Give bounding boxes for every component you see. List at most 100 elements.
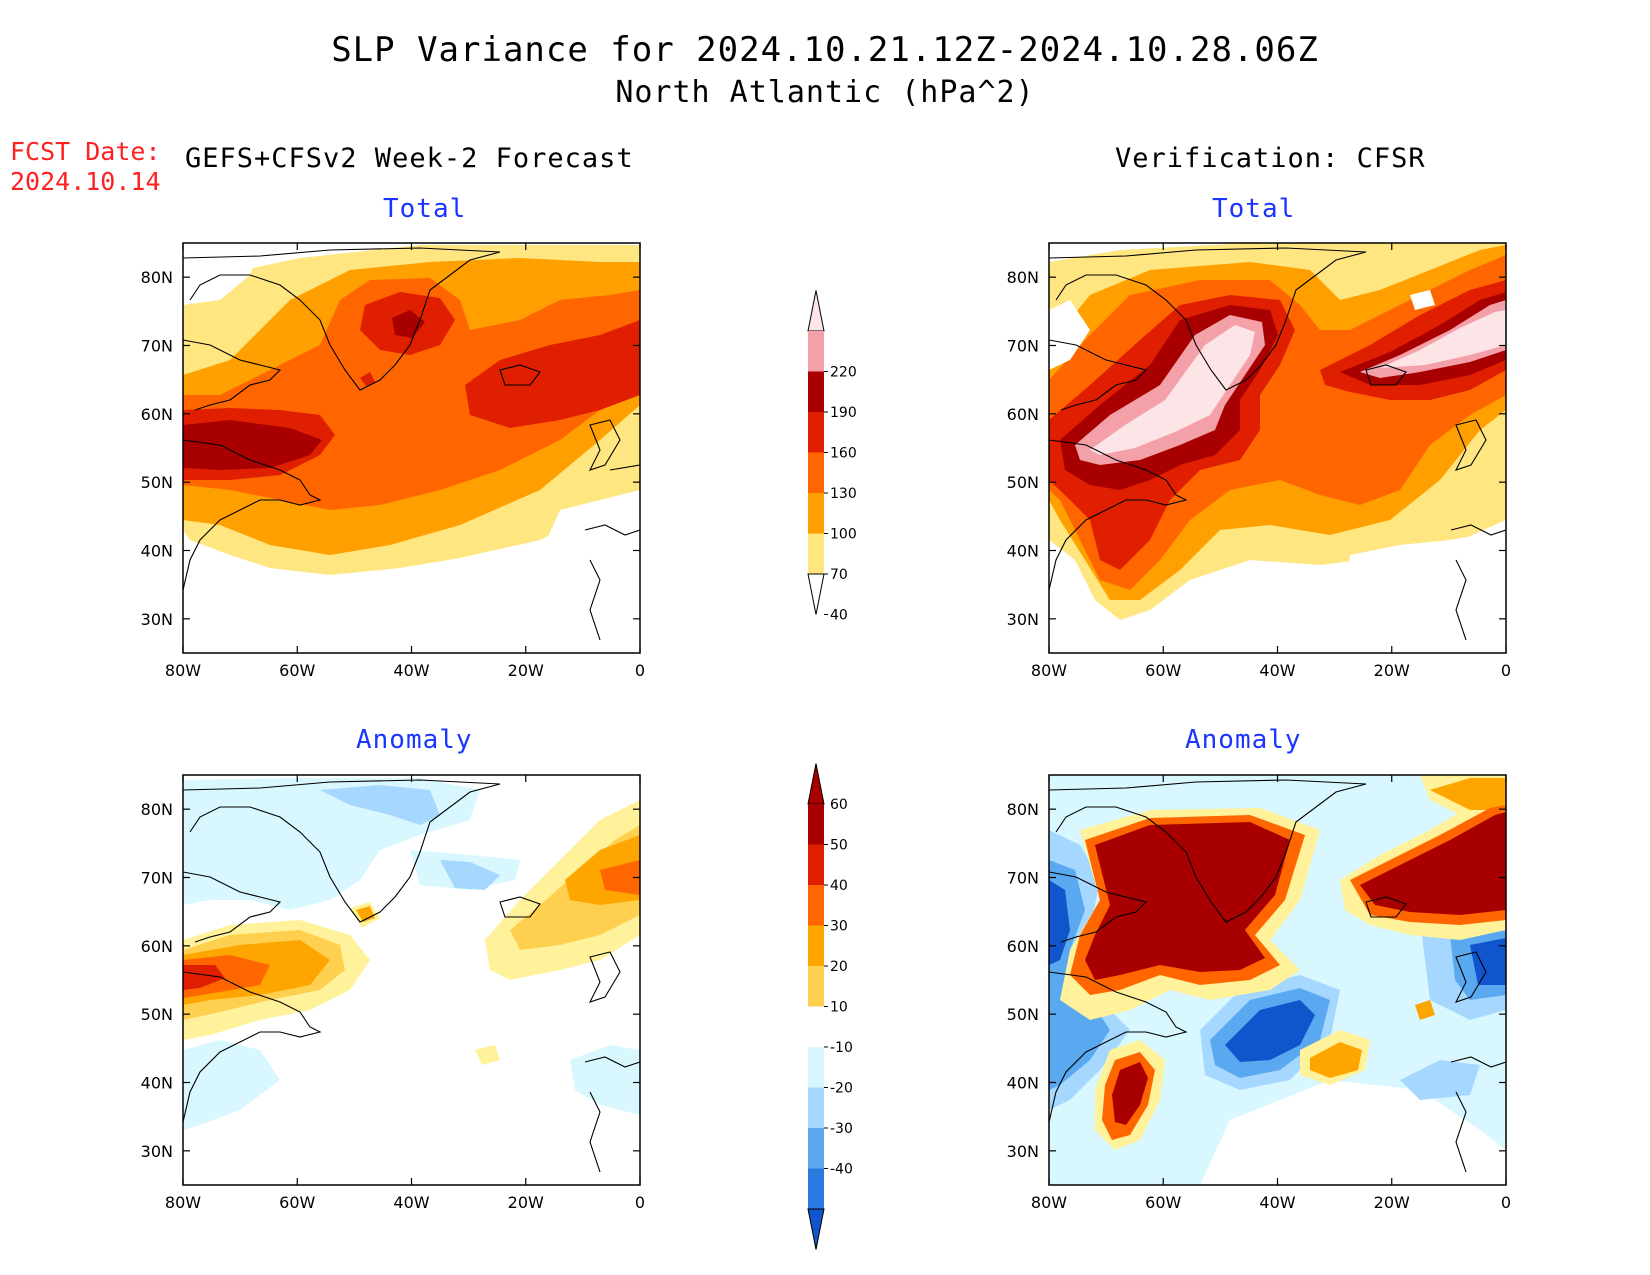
lon-tick-label: 40W	[1259, 661, 1295, 680]
main-subtitle: North Atlantic (hPa^2)	[615, 75, 1035, 110]
colorbar-swatch	[808, 844, 824, 885]
lon-tick-label: 0	[1501, 1193, 1511, 1212]
colorbar-anomaly: 50 40 30 20 10 -10 -20 -30 -40 60	[807, 763, 853, 1250]
colorbar-swatch	[808, 331, 824, 372]
lat-tick-label: 40N	[1007, 542, 1039, 561]
contour-vanom-pos60a	[1085, 822, 1290, 980]
map-axes: 80W 60W 40W 20W 0 80N 70N 60N 50N 40N 30N 80W 60W 40W…	[141, 242, 1511, 1212]
lon-tick-label: 40W	[393, 1193, 429, 1212]
colorbar-label: 20	[830, 959, 848, 975]
lat-tick-label: 40N	[1007, 1074, 1039, 1093]
main-title: SLP Variance for 2024.10.21.12Z-2024.10.…	[331, 30, 1319, 70]
colorbar-swatch	[808, 925, 824, 966]
colorbar-label: 220	[830, 365, 857, 381]
lon-tick-label: 40W	[1259, 1193, 1295, 1212]
contour-anom-neg10c	[570, 1045, 640, 1115]
contour-vanom-neg40c	[1470, 938, 1506, 985]
lon-tick-label: 20W	[1374, 1193, 1410, 1212]
panel-title-verification-total: Total	[1212, 194, 1296, 224]
lon-tick-label: 0	[1501, 661, 1511, 680]
lon-tick-label: 80W	[1031, 1193, 1067, 1212]
panel-title-verification-anomaly: Anomaly	[1185, 725, 1302, 755]
lon-tick-label: 80W	[165, 1193, 201, 1212]
lat-tick-label: 80N	[141, 268, 173, 287]
colorbar-label: 130	[830, 486, 857, 502]
colorbar-label: -30	[830, 1121, 853, 1137]
contour-vtotal-0a	[1049, 300, 1090, 370]
lon-tick-label: 20W	[1374, 661, 1410, 680]
verification-column-heading: Verification: CFSR	[1115, 143, 1426, 174]
contour-total-130d	[360, 372, 375, 386]
fcst-date-value: 2024.10.14	[10, 167, 161, 196]
colorbar-total: 220 190 160 130 100 70 40	[807, 290, 857, 624]
contour-vanom-neg40b	[1049, 880, 1070, 965]
panel-title-forecast-anomaly: Anomaly	[356, 725, 473, 755]
lon-tick-label: 20W	[508, 661, 544, 680]
colorbar-swatch	[808, 412, 824, 453]
colorbar-swatch	[808, 1006, 824, 1047]
colorbar-label: 40	[830, 878, 848, 894]
lon-tick-label: 0	[635, 661, 645, 680]
colorbar-swatch	[808, 452, 824, 493]
colorbar-label: -40	[830, 1162, 853, 1178]
colorbar-label: 190	[830, 405, 857, 421]
contour-anom-pos40b	[600, 860, 640, 895]
contour-vanom-pos60c	[1112, 1062, 1148, 1125]
lat-tick-label: 30N	[141, 610, 173, 629]
colorbar-label: 10	[830, 1000, 848, 1016]
lat-tick-label: 40N	[141, 542, 173, 561]
lon-tick-label: 80W	[165, 661, 201, 680]
coastline-bl	[183, 779, 640, 1173]
colorbar-swatch	[808, 1087, 824, 1128]
lat-tick-label: 30N	[1007, 1142, 1039, 1161]
colorbar-bottom-arrow	[807, 1208, 825, 1250]
contour-anom-neg20	[320, 785, 440, 825]
lat-tick-label: 60N	[141, 937, 173, 956]
contour-total-0a	[183, 250, 260, 305]
colorbar-bottom-arrow	[807, 573, 825, 615]
contour-total-160b	[392, 310, 425, 338]
contour-vtotal-220	[1090, 325, 1255, 455]
lat-tick-label: 60N	[1007, 405, 1039, 424]
colorbar-swatch	[808, 966, 824, 1007]
colorbar-swatch	[808, 1168, 824, 1209]
contour-vanom-neg20d	[1400, 1060, 1480, 1100]
fcst-date-label: FCST Date:	[10, 137, 161, 166]
lon-tick-label: 60W	[279, 1193, 315, 1212]
colorbar-label: 40	[830, 608, 848, 624]
colorbar-label: 70	[830, 567, 848, 583]
lat-tick-label: 50N	[141, 1005, 173, 1024]
coastlines	[183, 247, 1506, 1173]
contour-vanom-pos20	[1310, 1042, 1362, 1078]
lat-tick-label: 60N	[141, 405, 173, 424]
coastline-tr	[1049, 247, 1506, 641]
coastline-br	[1049, 779, 1506, 1173]
colorbar-swatch	[808, 804, 824, 845]
contour-anom-pos50	[183, 965, 225, 990]
colorbar-label: 50	[830, 838, 848, 854]
contour-vanom-pos20b	[1430, 778, 1506, 810]
contour-vanom-white	[1200, 1080, 1506, 1185]
contour-vtotal-0c	[1410, 290, 1435, 310]
colorbar-swatch	[808, 371, 824, 412]
lat-tick-label: 70N	[141, 337, 173, 356]
colorbar-swatch	[808, 1128, 824, 1169]
contour-vanom-pos60b	[1360, 812, 1506, 915]
lat-tick-label: 50N	[141, 473, 173, 492]
contour-anom-neg10b	[183, 1040, 280, 1130]
axes-tl: 80W 60W 40W 20W 0 80N 70N 60N 50N 40N 30N	[141, 242, 645, 680]
colorbar-label: -20	[830, 1081, 853, 1097]
lat-tick-label: 30N	[141, 1142, 173, 1161]
lon-tick-label: 0	[635, 1193, 645, 1212]
panel-title-forecast-total: Total	[383, 194, 467, 224]
lat-tick-label: 70N	[1007, 337, 1039, 356]
contour-total-160a	[183, 420, 322, 470]
map-forecast-anomaly	[183, 775, 640, 1185]
axes-br: 80W 60W 40W 20W 0 80N 70N 60N 50N 40N 30N	[1007, 774, 1511, 1212]
lat-tick-label: 60N	[1007, 937, 1039, 956]
lat-tick-label: 70N	[141, 869, 173, 888]
contour-vtotal-190b	[1360, 300, 1506, 378]
lon-tick-label: 80W	[1031, 661, 1067, 680]
map-forecast-total	[183, 243, 640, 653]
